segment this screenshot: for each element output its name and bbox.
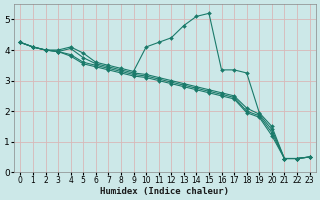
X-axis label: Humidex (Indice chaleur): Humidex (Indice chaleur) [100,187,229,196]
